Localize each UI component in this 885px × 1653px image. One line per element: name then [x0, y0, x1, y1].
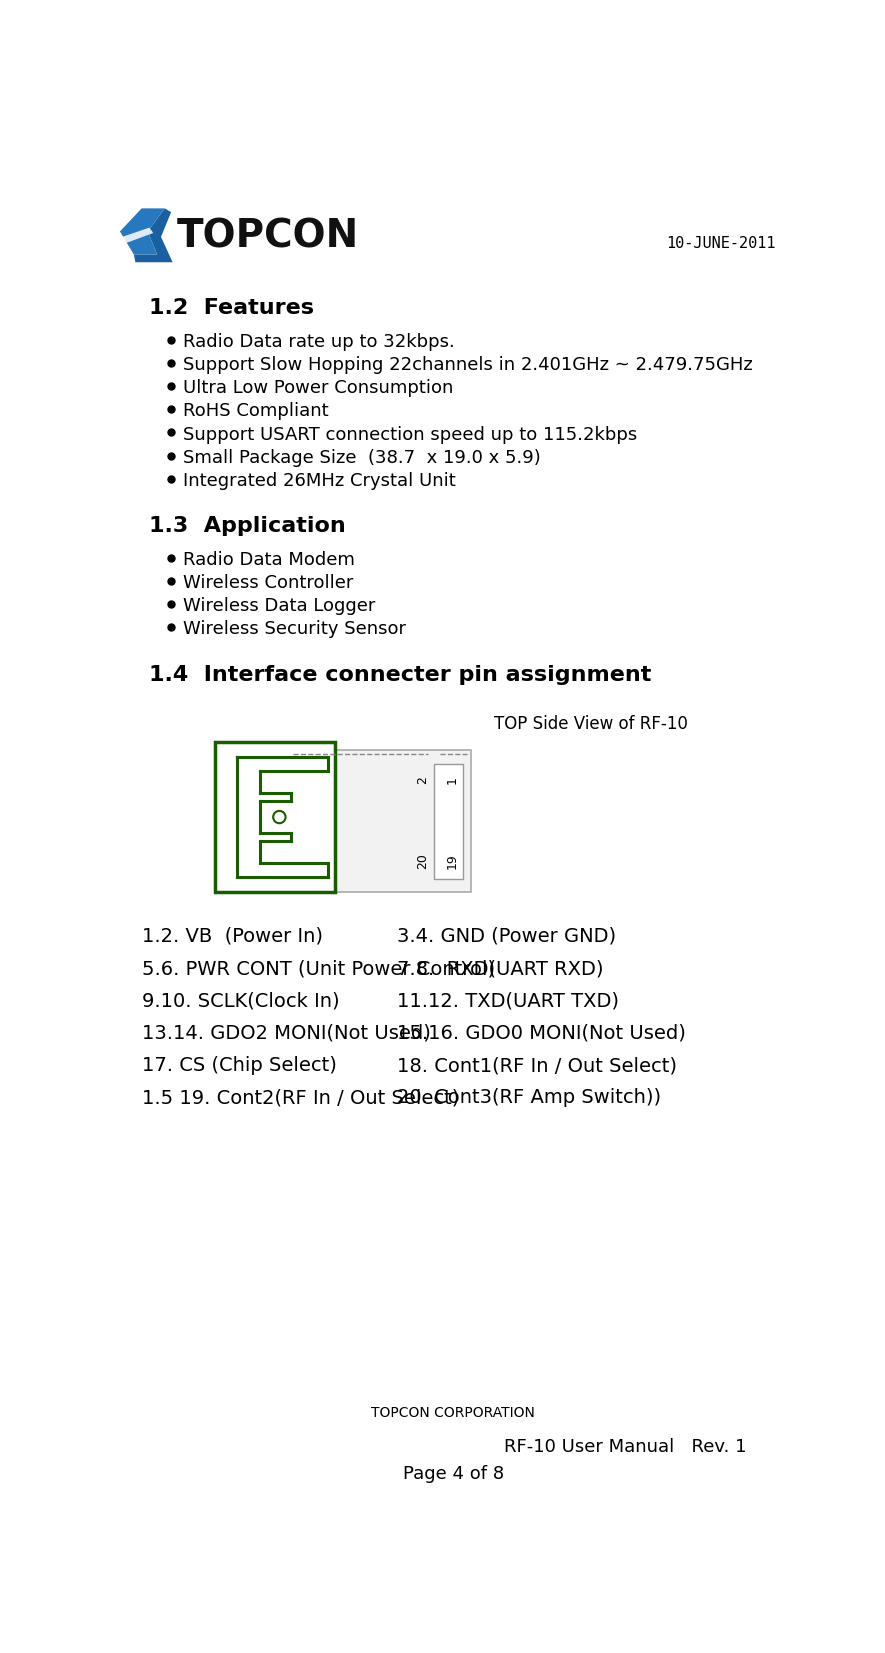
- Text: TOPCON CORPORATION: TOPCON CORPORATION: [371, 1405, 535, 1420]
- Text: 10-JUNE-2011: 10-JUNE-2011: [666, 236, 775, 251]
- Text: RoHS Compliant: RoHS Compliant: [182, 402, 328, 420]
- Polygon shape: [134, 208, 173, 263]
- Text: 1.5 19. Cont2(RF In / Out Select): 1.5 19. Cont2(RF In / Out Select): [142, 1088, 459, 1108]
- Text: 20: 20: [416, 853, 428, 869]
- Text: 17. CS (Chip Select): 17. CS (Chip Select): [142, 1056, 336, 1074]
- Text: 7.8.  RXD(UART RXD): 7.8. RXD(UART RXD): [397, 959, 604, 979]
- Text: 18. Cont1(RF In / Out Select): 18. Cont1(RF In / Out Select): [397, 1056, 677, 1074]
- Text: 19: 19: [446, 853, 459, 869]
- Text: 1.2  Features: 1.2 Features: [150, 299, 314, 319]
- Text: TOP Side View of RF-10: TOP Side View of RF-10: [494, 716, 688, 732]
- Text: TOPCON: TOPCON: [176, 218, 358, 256]
- Text: 20. Cont3(RF Amp Switch)): 20. Cont3(RF Amp Switch)): [397, 1088, 661, 1108]
- Text: 1.3  Application: 1.3 Application: [150, 516, 346, 536]
- Text: Wireless Security Sensor: Wireless Security Sensor: [182, 620, 405, 638]
- FancyBboxPatch shape: [434, 764, 463, 879]
- Text: Wireless Data Logger: Wireless Data Logger: [182, 597, 375, 615]
- Text: RF-10 User Manual   Rev. 1: RF-10 User Manual Rev. 1: [504, 1438, 746, 1456]
- Text: Radio Data rate up to 32kbps.: Radio Data rate up to 32kbps.: [182, 334, 455, 350]
- Text: 1.4  Interface connecter pin assignment: 1.4 Interface connecter pin assignment: [150, 665, 651, 684]
- Polygon shape: [122, 228, 153, 243]
- Text: 13.14. GDO2 MONI(Not Used): 13.14. GDO2 MONI(Not Used): [142, 1023, 430, 1043]
- Text: Support Slow Hopping 22channels in 2.401GHz ~ 2.479.75GHz: Support Slow Hopping 22channels in 2.401…: [182, 355, 752, 374]
- Text: 15.16. GDO0 MONI(Not Used): 15.16. GDO0 MONI(Not Used): [397, 1023, 686, 1043]
- Text: 11.12. TXD(UART TXD): 11.12. TXD(UART TXD): [397, 992, 620, 1010]
- Text: Integrated 26MHz Crystal Unit: Integrated 26MHz Crystal Unit: [182, 471, 456, 489]
- Text: Support USART connection speed up to 115.2kbps: Support USART connection speed up to 115…: [182, 425, 637, 443]
- Text: 1.2. VB  (Power In): 1.2. VB (Power In): [142, 927, 323, 946]
- Text: 5.6. PWR CONT (Unit Power Control): 5.6. PWR CONT (Unit Power Control): [142, 959, 495, 979]
- Text: 3.4. GND (Power GND): 3.4. GND (Power GND): [397, 927, 617, 946]
- Text: 1: 1: [446, 777, 459, 785]
- Circle shape: [273, 812, 286, 823]
- Text: Wireless Controller: Wireless Controller: [182, 574, 353, 592]
- Text: Small Package Size  (38.7  x 19.0 x 5.9): Small Package Size (38.7 x 19.0 x 5.9): [182, 448, 541, 466]
- FancyBboxPatch shape: [215, 742, 335, 893]
- Polygon shape: [120, 208, 165, 255]
- FancyBboxPatch shape: [289, 750, 471, 893]
- Text: Radio Data Modem: Radio Data Modem: [182, 550, 355, 569]
- Text: 9.10. SCLK(Clock In): 9.10. SCLK(Clock In): [142, 992, 339, 1010]
- Text: Ultra Low Power Consumption: Ultra Low Power Consumption: [182, 379, 453, 397]
- Text: Page 4 of 8: Page 4 of 8: [403, 1465, 504, 1483]
- Text: 2: 2: [416, 777, 428, 785]
